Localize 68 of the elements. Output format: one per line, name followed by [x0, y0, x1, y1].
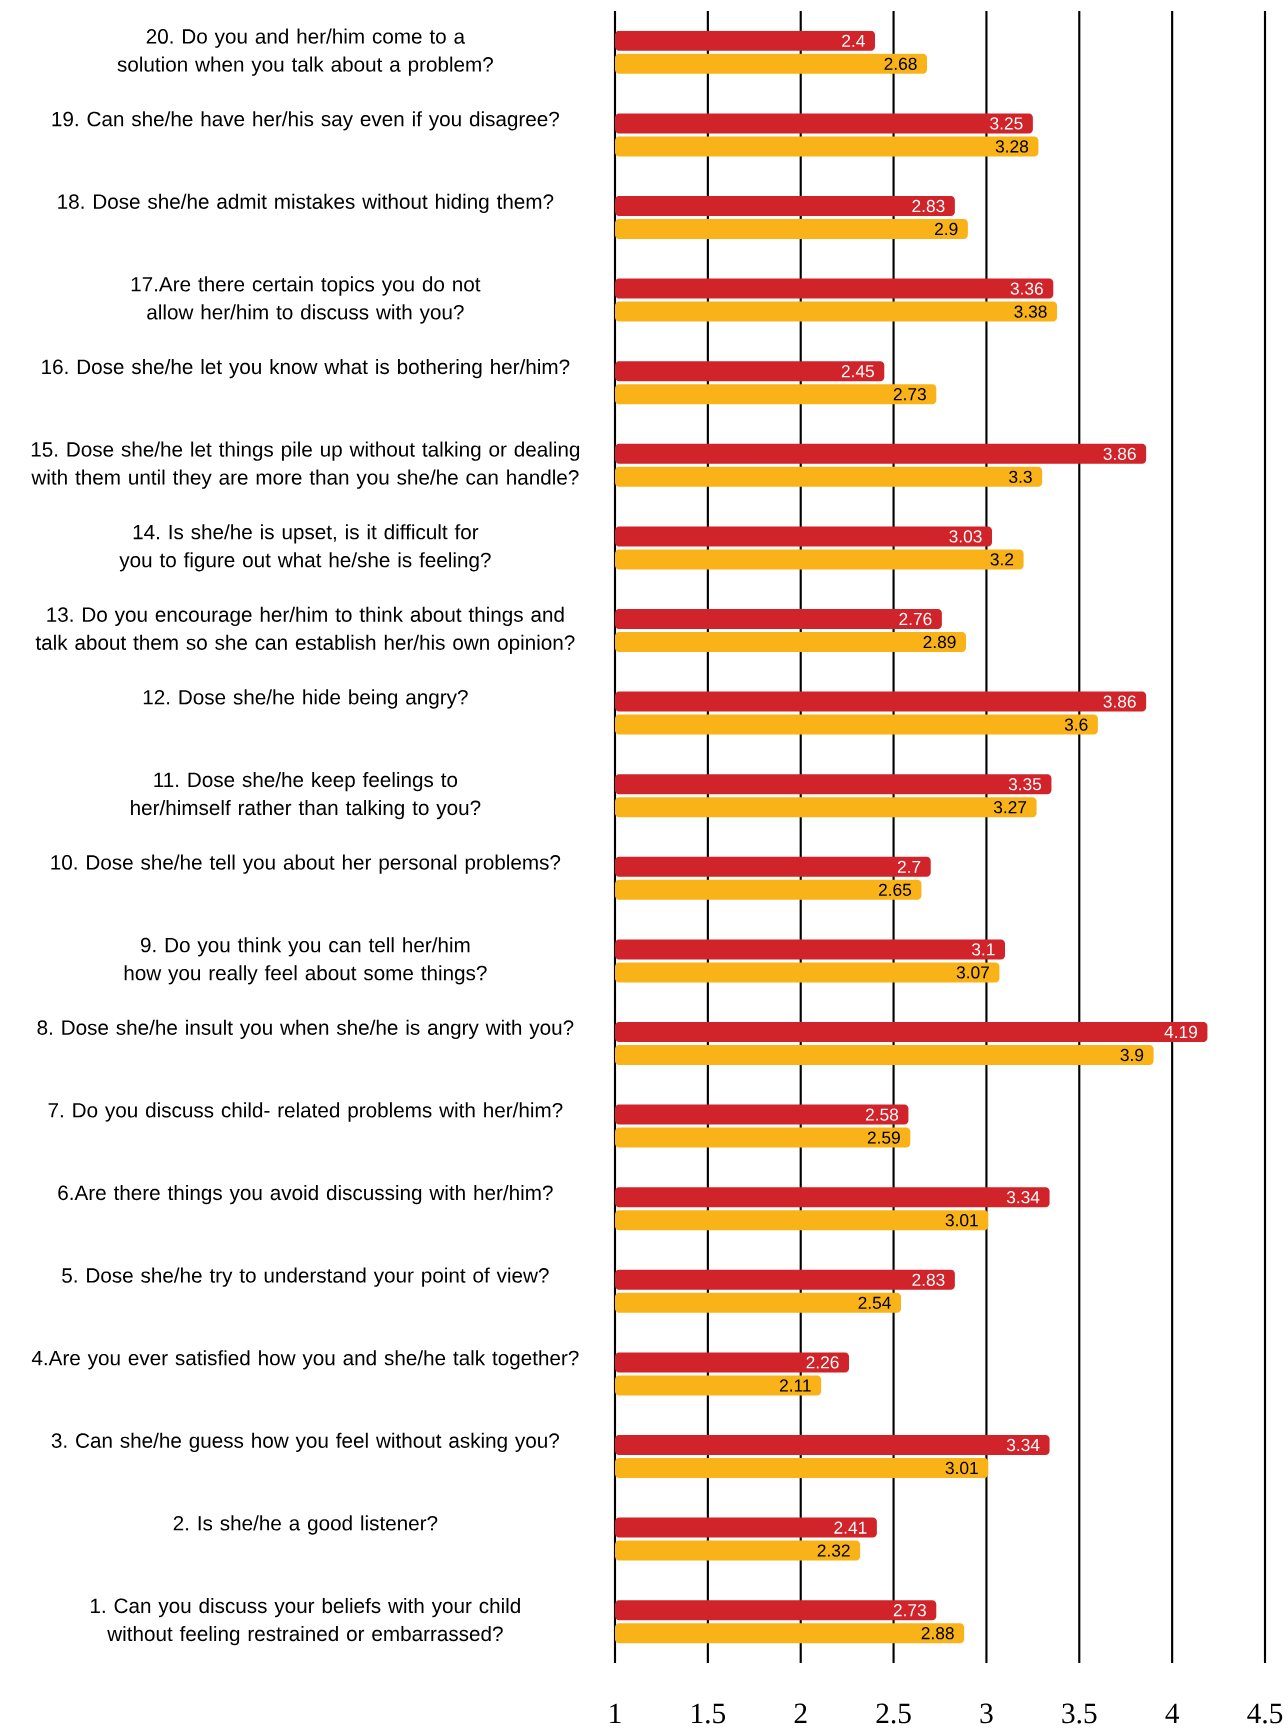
y-tick-label: 3. Can she/he guess how you feel without asking you? — [51, 1432, 559, 1453]
x-tick-label: 3 — [980, 1703, 993, 1724]
data-label: 3.2 — [990, 553, 1014, 566]
x-tick-label: 4 — [1165, 1703, 1180, 1723]
data-label: 4.19 — [1164, 1025, 1197, 1039]
data-label: 2.41 — [834, 1521, 867, 1534]
data-label: 3.1 — [971, 943, 995, 956]
data-label: 2.26 — [806, 1356, 839, 1369]
y-tick-label: 16. Dose she/he let you know what is bothering her/him? — [42, 358, 570, 379]
data-label: 2.68 — [884, 57, 917, 70]
data-label: 3.35 — [1008, 778, 1042, 791]
data-label: 3.34 — [1006, 1191, 1040, 1204]
y-tick-label: 19. Can she/he have her/his say even if you disagree? — [52, 111, 559, 131]
data-label: 2.11 — [779, 1379, 811, 1392]
y-tick-label: 8. Dose she/he insult you when she/he is angry with you? — [37, 1019, 574, 1040]
y-tick-label: 20. Do you and her/him come to a solution when you talk about a problem? — [117, 28, 493, 76]
data-label: 2.88 — [921, 1627, 954, 1640]
data-label: 3.34 — [1006, 1438, 1040, 1452]
data-label: 3.86 — [1103, 695, 1136, 708]
data-label: 3.38 — [1014, 305, 1047, 318]
y-tick-label: 18. Dose she/he admit mistakes without hiding them? — [58, 193, 554, 214]
data-label: 3.3 — [1009, 470, 1032, 483]
data-label: 3.9 — [1120, 1048, 1144, 1062]
data-label: 3.28 — [995, 140, 1029, 153]
data-label: 2.76 — [899, 612, 932, 626]
data-label: 2.83 — [912, 199, 945, 213]
x-tick-label: 4.5 — [1247, 1703, 1283, 1724]
y-tick-label: 12. Dose she/he hide being angry? — [143, 689, 468, 709]
data-label: 3.01 — [945, 1214, 978, 1227]
y-tick-label: 7. Do you discuss child- related problems with her/him? — [48, 1102, 563, 1122]
x-tick-label: 2.5 — [876, 1703, 911, 1724]
data-label: 3.36 — [1010, 282, 1043, 295]
data-label: 3.25 — [990, 117, 1023, 130]
y-tick-label: 5. Dose she/he try to understand your point of view? — [62, 1267, 549, 1287]
data-label: 3.07 — [956, 966, 989, 979]
data-label: 3.03 — [949, 530, 982, 543]
data-label: 2.83 — [912, 1273, 945, 1286]
data-label: 2.58 — [865, 1108, 899, 1121]
data-label: 3.27 — [993, 801, 1027, 814]
y-tick-label: 15. Dose she/he let things pile up without talking or dealing with them until they are more than you she/he can handle? — [31, 441, 580, 489]
data-label: 2.45 — [841, 365, 874, 378]
data-label: 2.73 — [893, 388, 926, 401]
y-tick-label: 6.Are there things you avoid discussing with her/him? — [58, 1184, 553, 1205]
y-tick-label: 14. Is she/he is upset, is it difficult for you to figure out what he/she is feeling? — [119, 524, 491, 572]
y-tick-label: 11. Dose she/he keep feelings to her/himself rather than talking to you? — [131, 771, 481, 820]
y-tick-label: 9. Do you think you can tell her/him how you really feel about some things? — [124, 937, 487, 985]
y-tick-label: 2. Is she/he a good listener? — [173, 1515, 438, 1535]
data-label: 2.65 — [878, 883, 912, 896]
data-label: 2.32 — [817, 1544, 850, 1557]
data-label: 2.7 — [897, 860, 921, 873]
data-label: 2.9 — [935, 222, 958, 236]
data-label: 2.73 — [893, 1604, 926, 1617]
y-tick-label: 4.Are you ever satisfied how you and she/he talk together? — [31, 1350, 579, 1370]
y-tick-label: 1. Can you discuss your beliefs with your child without feeling restrained or embarrassed? — [91, 1597, 520, 1646]
x-tick-label: 1 — [610, 1703, 621, 1723]
data-label: 2.89 — [923, 635, 956, 649]
y-tick-label: 10. Dose she/he tell you about her personal problems? — [51, 854, 561, 874]
x-tick-label: 1.5 — [692, 1703, 726, 1724]
x-tick-label: 3.5 — [1062, 1703, 1097, 1724]
data-label: 2.4 — [842, 34, 865, 47]
y-tick-label: 13. Do you encourage her/him to think about things and talk about them so she can establish her/his own opinion? — [35, 606, 575, 655]
x-tick-label: 2 — [794, 1703, 807, 1723]
data-label: 2.54 — [858, 1296, 891, 1309]
y-tick-label: 17.Are there certain topics you do not allow her/him to discuss with you? — [131, 276, 481, 324]
data-label: 3.6 — [1064, 718, 1088, 731]
data-label: 2.59 — [867, 1131, 900, 1144]
data-label: 3.01 — [945, 1461, 978, 1475]
data-label: 3.86 — [1103, 447, 1136, 460]
